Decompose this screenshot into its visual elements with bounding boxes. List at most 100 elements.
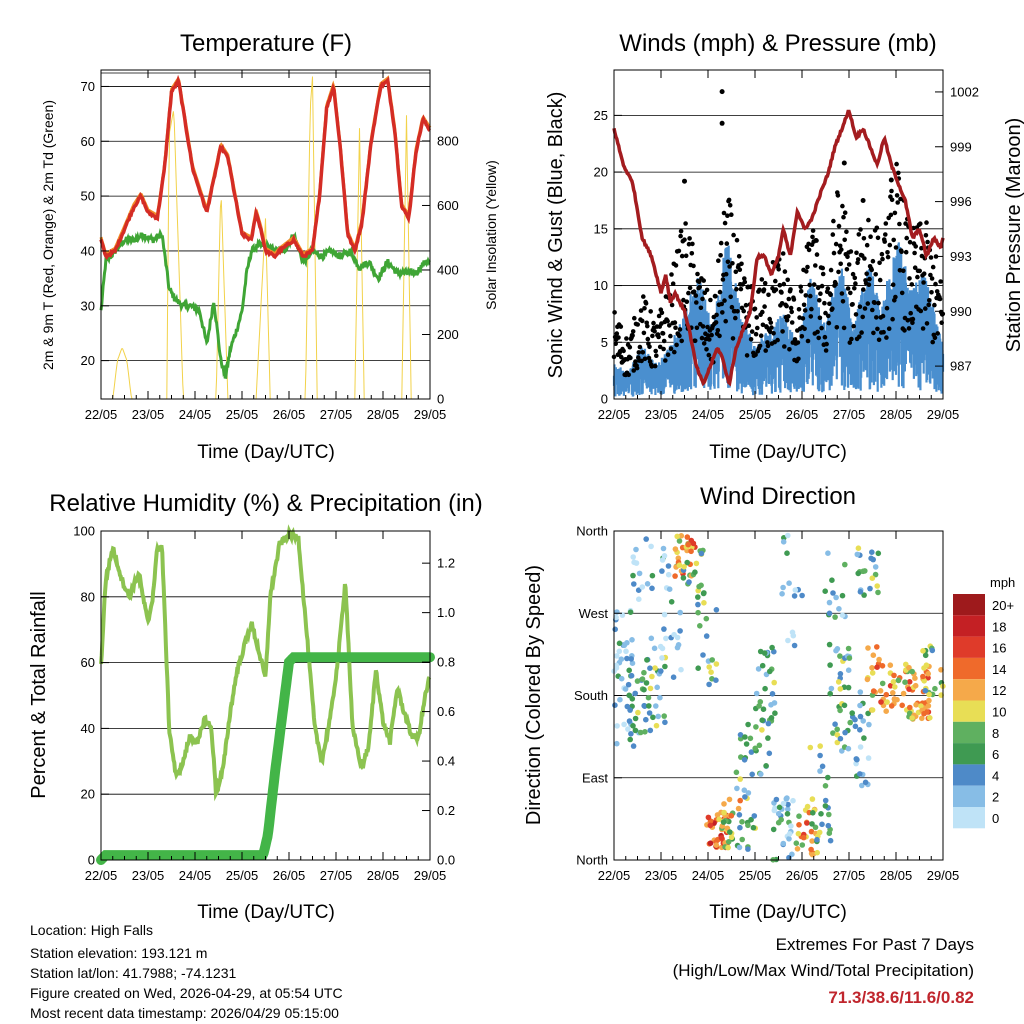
pressure-y2tick-label-3: 996	[950, 194, 972, 209]
direction-point	[741, 787, 748, 793]
gust-point	[859, 330, 864, 335]
pressure-ylabel: Station Pressure (Maroon)	[1003, 118, 1024, 353]
direction-point	[892, 684, 898, 690]
gust-point	[714, 312, 719, 318]
humidity-ytick-label-2: 40	[81, 721, 95, 736]
gust-point	[633, 359, 638, 364]
gust-point	[652, 329, 657, 334]
direction-point	[647, 685, 654, 692]
legend-swatch-8	[953, 721, 985, 744]
gust-point	[645, 336, 651, 342]
gust-point	[828, 267, 834, 273]
gust-point	[921, 280, 926, 285]
direction-point	[698, 550, 705, 557]
gust-point	[679, 338, 684, 344]
gust-point	[692, 338, 698, 344]
direction-point	[921, 710, 927, 717]
gust-point	[894, 193, 900, 198]
gust-peak-point	[841, 160, 847, 166]
gust-point	[677, 333, 682, 339]
pressure-y2tick-label-1: 990	[950, 304, 972, 319]
direction-point	[658, 668, 664, 674]
direction-point	[874, 644, 880, 650]
temperature-xtick-label-7: 29/05	[414, 407, 447, 422]
gust-point	[910, 320, 915, 326]
gust-point	[726, 197, 732, 203]
direction-point	[649, 673, 655, 680]
direction-point	[632, 715, 639, 722]
direction-point	[785, 806, 791, 812]
direction-point	[825, 822, 832, 829]
direction-point	[778, 816, 784, 823]
direction-point	[758, 771, 764, 777]
gust-point	[713, 320, 719, 325]
gust-point	[656, 334, 661, 340]
direction-point	[925, 671, 931, 677]
station-pressure-line	[612, 109, 945, 387]
temperature-xtick-label-5: 27/05	[320, 407, 353, 422]
direction-point	[623, 648, 629, 655]
gust-point	[678, 228, 684, 234]
gust-point	[919, 245, 924, 251]
gust-point	[632, 315, 637, 321]
gust-point	[762, 280, 768, 286]
gust-point	[665, 318, 670, 324]
direction-point	[837, 686, 844, 692]
gust-point	[861, 287, 866, 292]
gust-point	[803, 293, 809, 298]
direction-point	[807, 744, 814, 751]
gust-point	[868, 234, 873, 239]
direction-point	[920, 673, 926, 680]
humidity-xtick-label-4: 26/05	[273, 868, 306, 883]
legend-swatch-16	[953, 636, 985, 658]
humidity-xtick-label-1: 23/05	[132, 868, 165, 883]
direction-point	[906, 679, 913, 685]
gust-point	[808, 293, 813, 299]
direction-point	[665, 571, 672, 578]
direction-point	[837, 735, 844, 742]
direction-point	[804, 803, 811, 810]
gust-point	[643, 301, 649, 306]
gust-point	[626, 372, 631, 378]
direction-point	[854, 756, 860, 763]
direction-point	[826, 811, 832, 818]
direction-point	[639, 584, 646, 590]
direction-point	[786, 831, 793, 837]
humidity-ytick-label-0: 0	[88, 853, 95, 868]
direction-point	[727, 829, 733, 835]
gust-point	[923, 233, 929, 238]
direction-point	[825, 550, 831, 556]
gust-point	[754, 315, 759, 320]
gust-point	[842, 210, 848, 215]
gust-point	[777, 282, 783, 288]
relative-humidity-line	[99, 524, 432, 802]
direction-point	[859, 782, 865, 789]
wind-direction-title: Wind Direction	[700, 483, 856, 510]
winds-xtick-label-0: 22/05	[598, 407, 631, 422]
legend-title: mph	[990, 575, 1015, 590]
direction-point	[665, 563, 672, 569]
gust-point	[780, 251, 786, 256]
gust-point	[765, 343, 771, 349]
gust-point	[720, 310, 725, 315]
gust-point	[713, 294, 718, 299]
direction-point	[756, 703, 762, 709]
gust-point	[836, 269, 841, 275]
direction-point	[645, 694, 652, 701]
gust-point	[866, 217, 871, 223]
humidity-xtick-label-5: 27/05	[320, 868, 353, 883]
direction-xtick-label-4: 26/05	[786, 868, 819, 883]
gust-point	[737, 267, 743, 273]
gust-point	[827, 301, 832, 307]
gust-point	[742, 276, 747, 281]
direction-point	[771, 679, 777, 686]
gust-point	[838, 261, 843, 267]
gust-point	[731, 232, 736, 238]
gust-point	[769, 325, 774, 330]
direction-point	[703, 615, 710, 622]
gust-point	[785, 277, 790, 283]
direction-point	[921, 665, 927, 671]
gust-point	[823, 310, 828, 316]
direction-point	[879, 680, 886, 687]
